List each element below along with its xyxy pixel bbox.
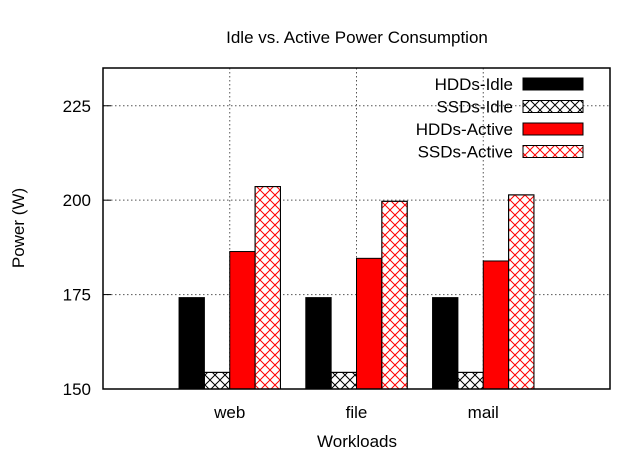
bar-hatch bbox=[457, 371, 484, 390]
legend-label: SSDs-Active bbox=[418, 143, 513, 162]
y-tick-label: 200 bbox=[63, 191, 91, 210]
x-axis: web file mail bbox=[213, 403, 499, 422]
plot-frame bbox=[102, 67, 611, 390]
bar-hatch bbox=[203, 371, 231, 390]
chart-title: Idle vs. Active Power Consumption bbox=[226, 28, 488, 47]
bar-hdds-active bbox=[482, 260, 510, 390]
y-axis: 150 175 200 225 bbox=[63, 97, 111, 399]
bar-hdds-idle bbox=[178, 297, 205, 390]
bars bbox=[178, 186, 535, 390]
y-tick-label: 175 bbox=[63, 286, 91, 305]
legend-label: SSDs-Idle bbox=[436, 98, 513, 117]
bar-hdds-active bbox=[229, 251, 256, 390]
x-axis-label: Workloads bbox=[317, 432, 397, 451]
bar-hatch bbox=[508, 194, 535, 390]
legend: HDDs-Idle SSDs-Idle HDDs-Active SSDs-Active bbox=[416, 75, 584, 162]
bar-hdds-idle bbox=[305, 297, 332, 390]
bar-hdds-active bbox=[356, 257, 383, 390]
legend-label: HDDs-Active bbox=[416, 120, 513, 139]
legend-swatch-hatch bbox=[522, 145, 584, 158]
x-tick-label: file bbox=[346, 403, 368, 422]
legend-label: HDDs-Idle bbox=[435, 75, 513, 94]
bar-hatch bbox=[330, 371, 357, 390]
legend-swatch bbox=[522, 77, 584, 91]
y-tick-label: 150 bbox=[63, 380, 91, 399]
y-tick-label: 225 bbox=[63, 97, 91, 116]
legend-swatch bbox=[522, 122, 584, 136]
y-axis-label: Power (W) bbox=[9, 188, 28, 268]
x-tick-label: mail bbox=[468, 403, 499, 422]
bar-hatch bbox=[254, 186, 281, 390]
bar-hatch bbox=[381, 200, 408, 390]
bar-hdds-idle bbox=[432, 297, 459, 390]
x-tick-label: web bbox=[213, 403, 245, 422]
legend-swatch-hatch bbox=[522, 100, 584, 113]
